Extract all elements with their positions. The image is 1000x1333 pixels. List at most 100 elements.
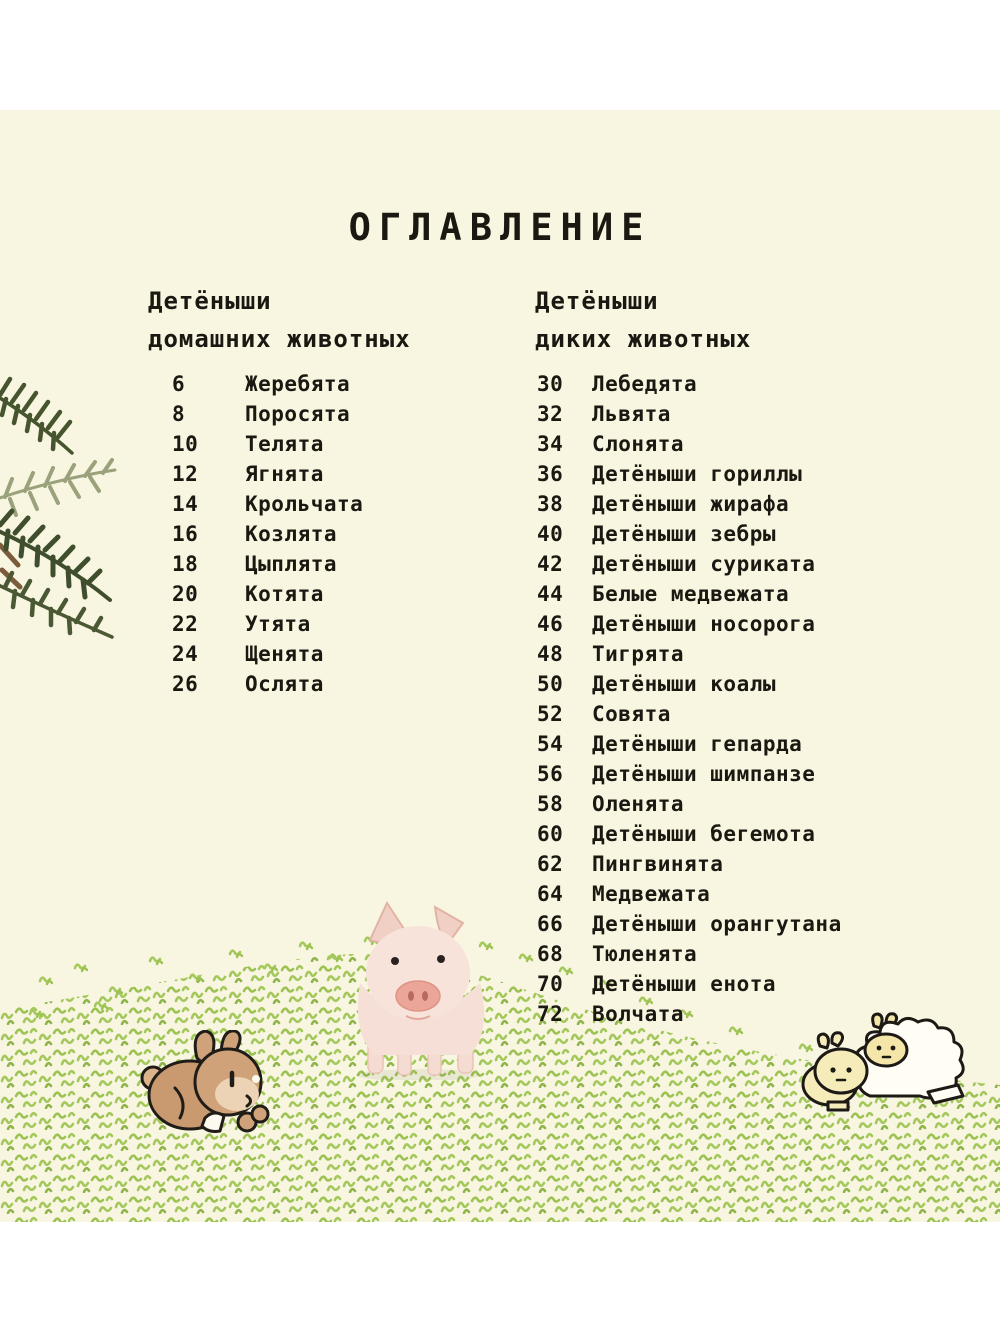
- toc-entry-label: Детёныши бегемота: [592, 822, 816, 846]
- section-heading-line: Детёныши: [535, 287, 659, 315]
- toc-entry: 44 Белые медвежата: [537, 582, 842, 612]
- sheep-pair-icon: [801, 1012, 965, 1112]
- toc-entry: 58 Оленята: [537, 792, 842, 822]
- toc-entry-page: 68: [537, 942, 564, 966]
- toc-entry: 38 Детёныши жирафа: [537, 492, 842, 522]
- toc-entry-label: Утята: [245, 612, 311, 636]
- toc-entry: 60 Детёныши бегемота: [537, 822, 842, 852]
- section-heading-wild: Детёныши диких животных: [535, 282, 842, 358]
- toc-entry-page: 14: [172, 492, 199, 516]
- toc-entry-page: 60: [537, 822, 564, 846]
- toc-entry-page: 34: [537, 432, 564, 456]
- page-title: ОГЛАВЛЕНИЕ: [348, 206, 652, 249]
- toc-entry-page: 24: [172, 642, 199, 666]
- toc-entry-label: Детёныши суриката: [592, 552, 816, 576]
- toc-entry: 32 Львята: [537, 402, 842, 432]
- toc-entry: 52 Совята: [537, 702, 842, 732]
- toc-entry: 10 Телята: [172, 432, 411, 462]
- palm-leaves-icon: [0, 376, 117, 639]
- toc-entry-label: Лебедята: [592, 372, 698, 396]
- toc-entry-page: 42: [537, 552, 564, 576]
- toc-entry: 34 Слонята: [537, 432, 842, 462]
- toc-entry-label: Котята: [245, 582, 324, 606]
- toc-entry: 68 Тюленята: [537, 942, 842, 972]
- toc-entry: 24 Щенята: [172, 642, 411, 672]
- toc-list-domestic: 6 Жеребята 8 Поросята 10 Телята 12 Ягнята 14 Крол…: [172, 372, 411, 702]
- toc-entry-label: Волчата: [592, 1002, 685, 1026]
- toc-entry-label: Львята: [592, 402, 671, 426]
- toc-entry: 64 Медвежата: [537, 882, 842, 912]
- toc-entry-page: 58: [537, 792, 564, 816]
- toc-entry-page: 54: [537, 732, 564, 756]
- toc-entry-label: Тюленята: [592, 942, 698, 966]
- toc-entry-page: 18: [172, 552, 199, 576]
- toc-entry: 48 Тигрята: [537, 642, 842, 672]
- toc-entry-page: 8: [172, 402, 186, 426]
- toc-entry-label: Ослята: [245, 672, 324, 696]
- toc-entry: 6 Жеребята: [172, 372, 411, 402]
- toc-entry-page: 30: [537, 372, 564, 396]
- toc-entry: 72 Волчата: [537, 1002, 842, 1032]
- toc-entry-label: Жеребята: [245, 372, 351, 396]
- toc-entry-label: Детёныши орангутана: [592, 912, 842, 936]
- toc-entry-label: Белые медвежата: [592, 582, 790, 606]
- section-heading-line: домашних животных: [148, 325, 411, 353]
- toc-entry-page: 38: [537, 492, 564, 516]
- toc-entry-page: 52: [537, 702, 564, 726]
- toc-entry-label: Поросята: [245, 402, 351, 426]
- book-page: ОГЛАВЛЕНИЕ Детёныши домашних животных 6 Ж…: [0, 110, 1000, 1222]
- toc-entry-label: Оленята: [592, 792, 685, 816]
- rabbit-icon: [140, 1030, 270, 1133]
- toc-list-wild: 30 Лебедята 32 Львята 34 Слонята 36 Детёныши го…: [537, 372, 842, 1032]
- toc-entry-label: Детёныши шимпанзе: [592, 762, 816, 786]
- toc-entry: 16 Козлята: [172, 522, 411, 552]
- toc-entry-page: 16: [172, 522, 199, 546]
- toc-entry: 66 Детёныши орангутана: [537, 912, 842, 942]
- toc-entry-label: Тигрята: [592, 642, 685, 666]
- toc-entry-page: 26: [172, 672, 199, 696]
- toc-entry-page: 12: [172, 462, 199, 486]
- section-heading-domestic: Детёныши домашних животных: [148, 282, 411, 358]
- toc-entry-label: Совята: [592, 702, 671, 726]
- section-heading-line: Детёныши: [148, 287, 272, 315]
- toc-entry: 62 Пингвинята: [537, 852, 842, 882]
- toc-entry: 26 Ослята: [172, 672, 411, 702]
- toc-entry-page: 10: [172, 432, 199, 456]
- toc-entry: 20 Котята: [172, 582, 411, 612]
- toc-entry-label: Детёныши зебры: [592, 522, 777, 546]
- toc-entry-page: 64: [537, 882, 564, 906]
- toc-entry-label: Слонята: [592, 432, 685, 456]
- toc-entry: 50 Детёныши коалы: [537, 672, 842, 702]
- grass-hill-illustration: [0, 933, 1000, 1222]
- toc-entry-page: 70: [537, 972, 564, 996]
- toc-entry: 14 Крольчата: [172, 492, 411, 522]
- toc-entry-page: 46: [537, 612, 564, 636]
- toc-entry-page: 22: [172, 612, 199, 636]
- toc-entry-page: 50: [537, 672, 564, 696]
- toc-entry-page: 44: [537, 582, 564, 606]
- toc-entry: 8 Поросята: [172, 402, 411, 432]
- toc-entry: 22 Утята: [172, 612, 411, 642]
- toc-entry: 70 Детёныши енота: [537, 972, 842, 1002]
- toc-entry-label: Детёныши носорога: [592, 612, 816, 636]
- toc-entry-page: 56: [537, 762, 564, 786]
- toc-entry-label: Крольчата: [245, 492, 364, 516]
- toc-entry: 56 Детёныши шимпанзе: [537, 762, 842, 792]
- toc-entry-page: 6: [172, 372, 186, 396]
- toc-column-domestic: Детёныши домашних животных 6 Жеребята 8 Пор…: [148, 282, 411, 702]
- toc-entry-page: 72: [537, 1002, 564, 1026]
- toc-entry: 54 Детёныши гепарда: [537, 732, 842, 762]
- section-heading-line: диких животных: [535, 325, 752, 353]
- toc-entry-label: Детёныши гориллы: [592, 462, 803, 486]
- toc-entry: 42 Детёныши суриката: [537, 552, 842, 582]
- toc-entry-label: Медвежата: [592, 882, 711, 906]
- toc-entry: 18 Цыплята: [172, 552, 411, 582]
- toc-entry-label: Детёныши коалы: [592, 672, 777, 696]
- toc-entry: 30 Лебедята: [537, 372, 842, 402]
- toc-entry-label: Ягнята: [245, 462, 324, 486]
- toc-entry-label: Телята: [245, 432, 324, 456]
- toc-entry-page: 32: [537, 402, 564, 426]
- toc-entry-label: Козлята: [245, 522, 338, 546]
- toc-entry: 46 Детёныши носорога: [537, 612, 842, 642]
- toc-entry-page: 20: [172, 582, 199, 606]
